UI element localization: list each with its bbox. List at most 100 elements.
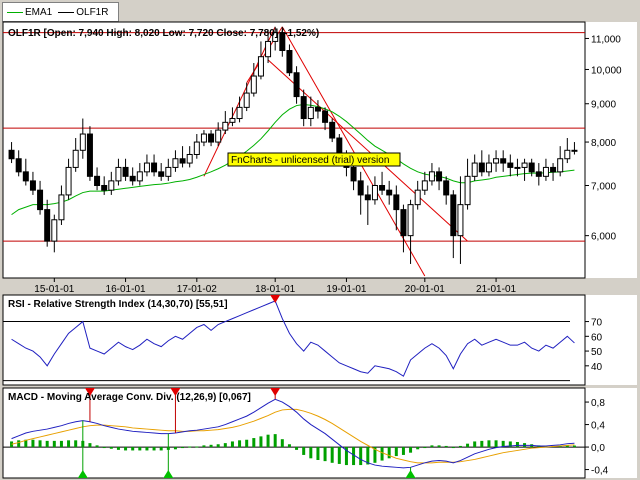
- candle-body: [507, 162, 514, 168]
- macd-histogram-bar: [266, 434, 270, 448]
- macd-histogram-bar: [330, 447, 334, 463]
- macd-histogram-bar: [473, 441, 477, 448]
- macd-histogram-bar: [159, 447, 163, 451]
- macd-buy-marker: [405, 470, 416, 478]
- candle-body: [29, 180, 36, 191]
- candle-body: [243, 92, 250, 108]
- macd-histogram-bar: [344, 447, 348, 466]
- macd-histogram-bar: [195, 446, 199, 448]
- trend-line-3: [267, 59, 468, 242]
- candle-body: [193, 141, 200, 155]
- macd-histogram-bar: [380, 447, 384, 461]
- macd-histogram-bar: [273, 434, 277, 448]
- rsi-title: RSI - Relative Strength Index (14,30,70)…: [8, 299, 228, 310]
- candle-body: [8, 149, 15, 160]
- candle-body: [265, 40, 272, 58]
- panel-bg-2: [3, 388, 637, 478]
- candle-body: [293, 72, 300, 98]
- macd-histogram-bar: [565, 445, 569, 448]
- candle-body: [51, 219, 58, 242]
- macd-histogram-bar: [188, 446, 192, 448]
- candle-body: [379, 184, 386, 191]
- legend-label-ema: EMA1: [25, 6, 53, 18]
- legend-item-ema[interactable]: EMA1: [7, 7, 52, 18]
- candle-body: [158, 171, 165, 177]
- macd-buy-marker: [163, 470, 174, 478]
- macd-histogram-bar: [38, 440, 42, 448]
- panel-bg-1: [3, 295, 637, 385]
- macd-histogram-bar: [572, 445, 576, 448]
- candle-body: [94, 175, 101, 186]
- macd-line: [11, 398, 575, 469]
- candle-body: [457, 204, 464, 237]
- macd-histogram-bar: [409, 447, 413, 453]
- macd-ytick-label: 0,4: [591, 421, 605, 432]
- candle-body: [485, 162, 492, 173]
- candle-body: [528, 162, 535, 173]
- price-ytick-label: 10,000: [591, 65, 622, 76]
- macd-histogram-bar: [444, 445, 448, 448]
- candle-body: [257, 56, 264, 77]
- candle-body: [208, 133, 215, 143]
- price-ytick-label: 8,000: [591, 138, 616, 149]
- candle-body: [521, 162, 528, 168]
- macd-title: MACD - Moving Average Conv. Div. (12,26,…: [8, 392, 251, 403]
- macd-histogram-bar: [31, 439, 35, 448]
- macd-buy-marker: [77, 470, 88, 478]
- candle-body: [129, 175, 136, 182]
- candle-body: [300, 96, 307, 120]
- candle-body: [542, 166, 549, 177]
- macd-histogram-bar: [209, 444, 213, 448]
- macd-histogram-bar: [430, 445, 434, 448]
- candle-body: [272, 32, 279, 42]
- candle-body: [314, 106, 321, 112]
- panel-frame-0: [2, 21, 586, 279]
- macd-histogram-bar: [109, 447, 113, 449]
- x-tick-label: 16-01-01: [106, 284, 146, 295]
- candle-body: [15, 158, 22, 173]
- candle-body: [564, 149, 571, 160]
- candle-body: [236, 106, 243, 120]
- macd-histogram-bar: [501, 440, 505, 448]
- macd-histogram-bar: [259, 436, 263, 448]
- macd-histogram-bar: [52, 440, 56, 448]
- macd-histogram-bar: [366, 447, 370, 465]
- candle-body: [428, 171, 435, 182]
- candle-body: [535, 171, 542, 177]
- candle-body: [200, 133, 207, 143]
- macd-ytick-label: -0,4: [591, 466, 609, 477]
- macd-histogram-bar: [437, 445, 441, 448]
- macd-histogram-bar: [359, 447, 363, 466]
- price-ytick-label: 9,000: [591, 100, 616, 111]
- macd-sell-marker: [270, 388, 281, 396]
- candle-body: [250, 75, 257, 94]
- candle-body: [222, 121, 229, 131]
- candle-body: [443, 180, 450, 196]
- macd-histogram-bar: [494, 440, 498, 448]
- candle-body: [386, 189, 393, 196]
- candle-body: [371, 184, 378, 201]
- macd-histogram-bar: [95, 445, 99, 448]
- candle-body: [229, 118, 236, 123]
- macd-histogram-bar: [145, 447, 149, 451]
- macd-histogram-bar: [480, 440, 484, 448]
- macd-histogram-bar: [458, 445, 462, 448]
- macd-histogram-bar: [238, 440, 242, 448]
- ema-line: [11, 103, 575, 216]
- candle-body: [279, 32, 286, 52]
- macd-histogram-bar: [138, 447, 142, 451]
- candle-body: [86, 133, 93, 177]
- macd-histogram-bar: [508, 441, 512, 448]
- legend-item-olf1r[interactable]: OLF1R: [58, 7, 108, 18]
- rsi-signal-marker: [270, 295, 281, 303]
- macd-histogram-bar: [181, 447, 185, 449]
- candle-body: [329, 121, 336, 139]
- candle-body: [436, 171, 443, 182]
- macd-histogram-bar: [173, 447, 177, 450]
- x-tick-label: 21-01-01: [476, 284, 516, 295]
- macd-histogram-bar: [252, 438, 256, 448]
- candle-body: [115, 166, 122, 182]
- candle-body: [514, 166, 521, 169]
- macd-histogram-bar: [124, 447, 128, 451]
